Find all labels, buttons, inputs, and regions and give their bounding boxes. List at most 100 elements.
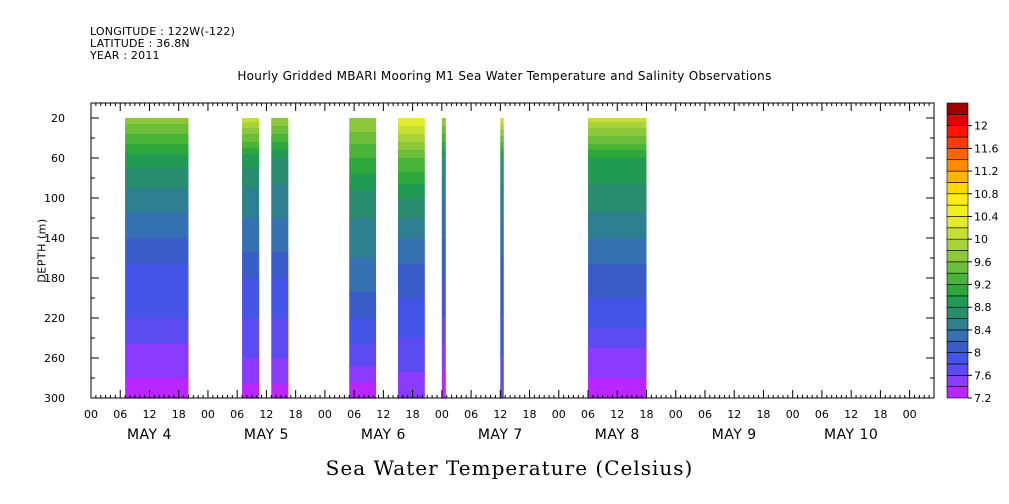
data-cell	[441, 308, 446, 311]
data-cell	[441, 132, 446, 135]
data-cell	[271, 128, 289, 131]
data-cell	[397, 302, 425, 305]
data-cell	[349, 140, 377, 143]
data-cell	[349, 240, 377, 243]
data-cell	[397, 336, 425, 339]
data-cell	[125, 134, 189, 137]
data-cell	[242, 186, 260, 189]
data-cell	[397, 340, 425, 343]
data-cell	[242, 290, 260, 293]
data-cell	[242, 206, 260, 209]
data-cell	[271, 308, 289, 311]
data-cell	[349, 358, 377, 361]
data-cell	[588, 368, 647, 371]
data-cell	[349, 338, 377, 341]
data-cell	[397, 314, 425, 317]
data-cell	[349, 162, 377, 165]
data-cell	[271, 350, 289, 353]
data-cell	[271, 144, 289, 147]
colorbar-label: 10	[974, 233, 988, 246]
data-cell	[441, 394, 446, 397]
colorbar-label: 7.6	[974, 369, 992, 382]
data-cell	[125, 358, 189, 361]
data-cell	[441, 258, 446, 261]
data-cell	[500, 148, 504, 151]
data-cell	[441, 372, 446, 375]
data-cell	[125, 248, 189, 251]
data-cell	[588, 292, 647, 295]
data-cell	[441, 190, 446, 193]
data-cell	[242, 388, 260, 391]
data-cell	[125, 314, 189, 317]
data-cell	[349, 340, 377, 343]
data-cell	[441, 382, 446, 385]
data-cell	[588, 340, 647, 343]
data-cell	[242, 126, 260, 129]
data-cell	[588, 200, 647, 203]
data-cell	[242, 120, 260, 123]
data-cell	[397, 384, 425, 387]
data-cell	[588, 220, 647, 223]
data-cell	[125, 326, 189, 329]
y-tick-label: 260	[44, 352, 65, 365]
data-cell	[349, 172, 377, 175]
data-cell	[242, 238, 260, 241]
data-cell	[125, 336, 189, 339]
data-cell	[588, 268, 647, 271]
data-cell	[441, 188, 446, 191]
data-cell	[441, 192, 446, 195]
data-cell	[125, 198, 189, 201]
data-cell	[441, 396, 446, 399]
data-cell	[500, 210, 504, 213]
data-cell	[349, 390, 377, 393]
data-cell	[125, 154, 189, 157]
data-cell	[271, 202, 289, 205]
data-cell	[500, 264, 504, 267]
data-cell	[441, 334, 446, 337]
data-cell	[349, 332, 377, 335]
data-cell	[242, 212, 260, 215]
data-cell	[500, 182, 504, 185]
data-cell	[588, 346, 647, 349]
data-cell	[242, 294, 260, 297]
data-cell	[397, 210, 425, 213]
data-cell	[588, 202, 647, 205]
data-cell	[125, 394, 189, 397]
data-cell	[349, 196, 377, 199]
data-cell	[397, 266, 425, 269]
data-cell	[125, 222, 189, 225]
data-cell	[588, 154, 647, 157]
data-cell	[125, 318, 189, 321]
data-cell	[349, 150, 377, 153]
data-cell	[397, 126, 425, 129]
data-cell	[242, 382, 260, 385]
data-cell	[441, 214, 446, 217]
data-cell	[500, 234, 504, 237]
data-cell	[500, 390, 504, 393]
data-cell	[397, 204, 425, 207]
data-cell	[271, 276, 289, 279]
data-cell	[349, 138, 377, 141]
data-cell	[500, 132, 504, 135]
data-cell	[125, 350, 189, 353]
data-cell	[271, 322, 289, 325]
data-cell	[397, 392, 425, 395]
data-cell	[588, 176, 647, 179]
x-tick-label: 00	[318, 408, 332, 421]
data-cell	[500, 372, 504, 375]
data-cell	[125, 382, 189, 385]
data-cell	[397, 280, 425, 283]
data-cell	[242, 250, 260, 253]
data-cell	[271, 220, 289, 223]
plot-frame	[90, 102, 935, 399]
colorbar-swatch	[946, 306, 969, 319]
data-cell	[125, 186, 189, 189]
data-cell	[125, 346, 189, 349]
data-cell	[271, 214, 289, 217]
data-cell	[349, 288, 377, 291]
data-cell	[397, 344, 425, 347]
data-cell	[125, 152, 189, 155]
data-cell	[588, 360, 647, 363]
data-cell	[588, 302, 647, 305]
data-cell	[397, 136, 425, 139]
